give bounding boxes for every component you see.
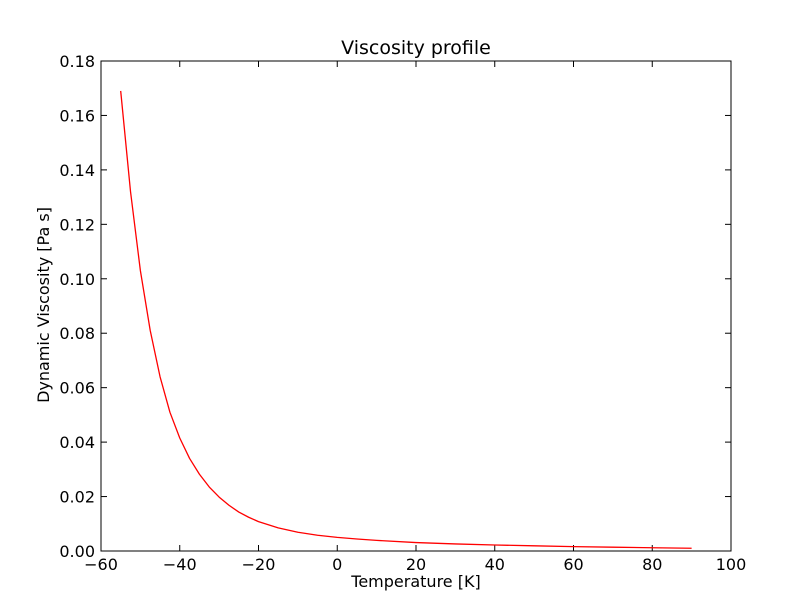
x-tick-label: −20 <box>242 555 276 574</box>
series-line <box>120 90 692 549</box>
y-tick-label: 0.00 <box>59 542 95 561</box>
x-axis-title: Temperature [K] <box>350 572 480 591</box>
y-axis-title: Dynamic Viscosity [Pa s] <box>34 207 53 403</box>
x-tick-label: 60 <box>563 555 583 574</box>
x-tick-label: −60 <box>84 555 118 574</box>
y-tick-label: 0.18 <box>59 52 95 71</box>
y-tick-label: 0.02 <box>59 488 95 507</box>
x-tick-label: −40 <box>163 555 197 574</box>
x-tick-label: 40 <box>485 555 505 574</box>
y-tick-label: 0.10 <box>59 270 95 289</box>
y-tick-label: 0.08 <box>59 324 95 343</box>
y-tick-label: 0.06 <box>59 379 95 398</box>
x-tick-label: 0 <box>332 555 342 574</box>
series-group <box>120 90 692 549</box>
y-tick-label: 0.14 <box>59 161 95 180</box>
x-tick-label: 20 <box>406 555 426 574</box>
x-tick-label: 100 <box>716 555 747 574</box>
ticks-group: −60 −40 −20 0 20 40 60 80 100 0.00 0.02 0.04 0.06 0.0… <box>59 52 746 574</box>
chart-title: Viscosity profile <box>341 37 491 59</box>
y-tick-label: 0.16 <box>59 106 95 125</box>
x-tick-label: 80 <box>642 555 662 574</box>
plot-frame <box>100 60 732 552</box>
y-tick-label: 0.04 <box>59 433 95 452</box>
y-tick-label: 0.12 <box>59 215 95 234</box>
